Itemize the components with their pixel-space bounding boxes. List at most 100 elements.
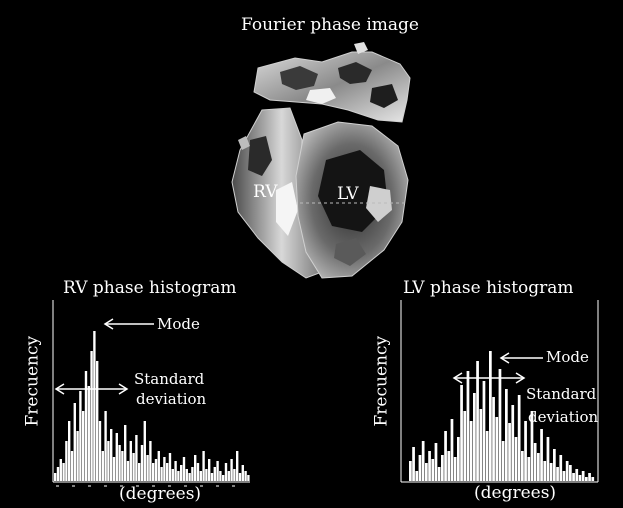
- lv-bar: [409, 461, 412, 481]
- lv-bar: [444, 431, 447, 481]
- rv-std-label-line2: deviation: [136, 392, 206, 407]
- lv-bar: [415, 471, 418, 481]
- rv-bar: [116, 433, 118, 481]
- lv-bar: [585, 477, 588, 481]
- lv-bar: [566, 461, 569, 481]
- lv-bar: [489, 351, 492, 481]
- lv-bar: [419, 455, 422, 481]
- rv-bar: [222, 475, 224, 481]
- lv-bar: [508, 423, 511, 481]
- lv-bar: [579, 475, 582, 481]
- lv-bar: [486, 431, 489, 481]
- lv-bar: [515, 437, 518, 481]
- rv-bar: [200, 471, 202, 481]
- rv-bar: [166, 463, 168, 481]
- lv-bar: [441, 455, 444, 481]
- rv-bar: [57, 467, 59, 481]
- lv-bar: [431, 459, 434, 481]
- rv-bar: [155, 459, 157, 481]
- lv-bar: [422, 441, 425, 481]
- rv-bar: [219, 471, 221, 481]
- lv-bar: [556, 467, 559, 481]
- rv-bar: [174, 461, 176, 481]
- rv-bar: [205, 469, 207, 481]
- rv-bar: [96, 361, 98, 481]
- lv-bar: [483, 381, 486, 481]
- lv-bar: [547, 437, 550, 481]
- rv-bar: [149, 441, 151, 481]
- rv-mode-label: Mode: [157, 317, 200, 332]
- rv-bar: [186, 469, 188, 481]
- lv-bar: [537, 453, 540, 481]
- rv-bar: [132, 453, 134, 481]
- rv-bar: [118, 445, 120, 481]
- rv-bar: [76, 431, 78, 481]
- rv-bar: [211, 473, 213, 481]
- lv-bar: [412, 447, 415, 481]
- rv-bar: [54, 473, 56, 481]
- lv-bar: [499, 369, 502, 481]
- rv-bar: [104, 411, 106, 481]
- rv-bar: [188, 473, 190, 481]
- lv-bar: [476, 361, 479, 481]
- lv-bar: [553, 449, 556, 481]
- lv-bar: [467, 371, 470, 481]
- lv-bar: [575, 469, 578, 481]
- rv-bar: [191, 467, 193, 481]
- rv-bar: [216, 461, 218, 481]
- rv-bar: [110, 429, 112, 481]
- rv-bar: [236, 451, 238, 481]
- lv-bar: [540, 429, 543, 481]
- lv-bar: [479, 409, 482, 481]
- rv-bar: [247, 475, 249, 481]
- rv-bar: [146, 455, 148, 481]
- rv-bar: [138, 463, 140, 481]
- lv-bar: [435, 443, 438, 481]
- rv-bar: [60, 459, 62, 481]
- lv-bar: [518, 395, 521, 481]
- rv-bar: [169, 453, 171, 481]
- rv-bar: [124, 425, 126, 481]
- lv-std-label-line2: deviation: [528, 410, 598, 425]
- rv-bar: [79, 391, 81, 481]
- lv-bar: [582, 471, 585, 481]
- lv-bar: [447, 451, 450, 481]
- rv-bar: [239, 473, 241, 481]
- lv-bar: [428, 451, 431, 481]
- rv-bar: [62, 463, 64, 481]
- lv-bar: [534, 443, 537, 481]
- rv-bar: [244, 471, 246, 481]
- lv-std-label-line1: Standard: [526, 387, 596, 402]
- rv-bar: [163, 457, 165, 481]
- rv-bar: [160, 467, 162, 481]
- lv-bar: [527, 457, 530, 481]
- rv-bar: [194, 455, 196, 481]
- rv-bar: [121, 451, 123, 481]
- rv-std-label-line1: Standard: [134, 372, 204, 387]
- lv-y-label: Frecuency: [374, 347, 391, 427]
- rv-bar: [177, 471, 179, 481]
- rv-bar: [208, 459, 210, 481]
- rv-bar: [130, 441, 132, 481]
- rv-bar: [152, 463, 154, 481]
- lv-bar: [511, 405, 514, 481]
- rv-bar: [82, 411, 84, 481]
- lv-bar: [495, 417, 498, 481]
- rv-bar: [107, 441, 109, 481]
- rv-x-label: (degrees): [119, 486, 201, 503]
- lv-x-label: (degrees): [474, 485, 556, 502]
- rv-bar: [74, 403, 76, 481]
- lv-bar: [460, 385, 463, 481]
- lv-bar: [492, 397, 495, 481]
- lv-bar: [521, 451, 524, 481]
- rv-bar: [228, 471, 230, 481]
- rv-bar: [172, 469, 174, 481]
- rv-bar: [99, 421, 101, 481]
- rv-bar: [225, 463, 227, 481]
- lv-bar: [463, 411, 466, 481]
- lv-bar: [591, 477, 594, 481]
- lv-bar: [572, 473, 575, 481]
- lv-bar: [588, 473, 591, 481]
- lv-mode-label: Mode: [546, 350, 589, 365]
